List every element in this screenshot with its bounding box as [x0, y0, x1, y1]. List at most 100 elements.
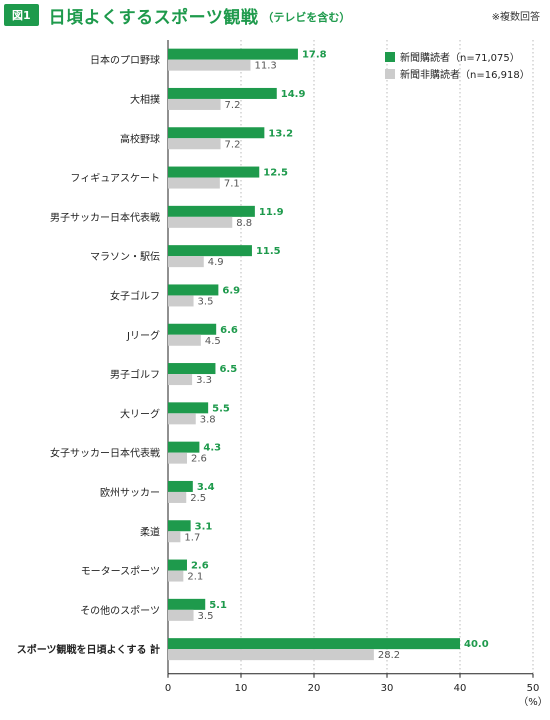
bar-sub — [168, 609, 194, 621]
x-tick-label-0: 0 — [165, 683, 171, 694]
bar-main — [168, 284, 219, 296]
x-tick-label-30: 30 — [381, 683, 394, 694]
data-label-main: 14.9 — [281, 89, 306, 100]
category-label: Jリーグ — [126, 329, 160, 342]
bar-main — [168, 402, 209, 414]
data-label-sub: 2.1 — [187, 572, 203, 583]
bar-main — [168, 87, 277, 99]
data-label-main: 2.6 — [191, 561, 209, 572]
bar-main — [168, 441, 200, 453]
data-label-sub: 4.9 — [208, 257, 224, 268]
bar-sub — [168, 59, 251, 71]
x-tick-label-50: 50 — [527, 683, 540, 694]
x-tick-label-20: 20 — [308, 683, 321, 694]
data-label-main: 13.2 — [268, 128, 293, 139]
data-label-main: 11.5 — [256, 246, 281, 257]
category-label: その他のスポーツ — [80, 604, 160, 617]
data-label-main: 11.9 — [259, 207, 284, 218]
category-label: 日本のプロ野球 — [90, 54, 160, 67]
chart-subtitle: （テレビを含む） — [262, 11, 351, 24]
data-label-sub: 1.7 — [184, 532, 200, 543]
legend-swatch-sub — [385, 68, 395, 79]
bar-main — [168, 598, 206, 610]
bar-sub — [168, 256, 204, 268]
data-label-sub: 3.5 — [198, 611, 214, 622]
category-label: 女子サッカー日本代表戦 — [50, 447, 160, 460]
bar-main — [168, 363, 216, 375]
x-tick-label-40: 40 — [454, 683, 467, 694]
chart-title: 日頃よくするスポーツ観戦 — [48, 7, 259, 28]
bar-main — [168, 638, 460, 650]
bar-sub — [168, 374, 193, 386]
data-label-sub: 2.6 — [191, 454, 207, 465]
data-label-sub: 3.8 — [200, 414, 216, 425]
data-label-main: 5.5 — [212, 403, 230, 414]
data-label-main: 5.1 — [209, 600, 227, 611]
category-label: フィギュアスケート — [70, 173, 160, 185]
data-label-sub: 11.3 — [254, 61, 276, 72]
figure-badge: 図1 — [4, 4, 39, 26]
legend-label-sub: 新聞非購読者（n=16,918） — [400, 70, 530, 81]
legend-item-main: 新聞購読者（n=71,075） — [385, 48, 530, 65]
bar-main — [168, 48, 298, 60]
bar-sub — [168, 570, 184, 582]
category-label: 女子ゴルフ — [110, 289, 160, 302]
bar-sub — [168, 452, 187, 464]
bar-sub — [168, 138, 221, 150]
multiple-answer-note: ※複数回答 — [491, 12, 540, 23]
data-label-sub: 3.5 — [198, 296, 214, 307]
legend-label-main: 新聞購読者（n=71,075） — [400, 53, 520, 64]
category-label: 大相撲 — [130, 93, 160, 106]
bar-sub — [168, 649, 374, 661]
legend-swatch-main — [385, 51, 395, 62]
data-label-sub: 28.2 — [378, 650, 400, 661]
bar-main — [168, 245, 252, 257]
data-label-main: 12.5 — [263, 168, 288, 179]
category-label: スポーツ観戦を日頃よくする 計 — [17, 643, 160, 656]
bar-main — [168, 127, 265, 139]
bar-sub — [168, 334, 201, 346]
bar-main — [168, 323, 217, 335]
data-label-sub: 7.2 — [225, 139, 241, 150]
category-label: 柔道 — [140, 525, 160, 538]
bar-main — [168, 520, 191, 532]
chart-header: 図1 日頃よくするスポーツ観戦 （テレビを含む） — [4, 4, 351, 28]
bar-sub — [168, 491, 187, 503]
data-label-sub: 2.5 — [190, 493, 206, 504]
bar-sub — [168, 216, 233, 228]
bar-sub — [168, 98, 221, 110]
bar-sub — [168, 177, 220, 189]
data-label-main: 40.0 — [464, 639, 489, 650]
data-label-main: 17.8 — [302, 50, 327, 61]
bar-sub — [168, 531, 181, 543]
data-label-main: 4.3 — [203, 443, 221, 454]
category-label: 男子ゴルフ — [110, 368, 160, 381]
bar-main — [168, 559, 187, 571]
data-label-sub: 4.5 — [205, 336, 221, 347]
data-label-main: 3.4 — [197, 482, 215, 493]
bar-main — [168, 205, 255, 217]
category-label: 欧州サッカー — [100, 487, 160, 499]
category-label: 男子サッカー日本代表戦 — [50, 211, 160, 224]
x-unit-label: （%） — [518, 696, 548, 708]
bar-main — [168, 480, 193, 492]
category-label: 高校野球 — [120, 132, 160, 145]
data-label-sub: 7.2 — [225, 100, 241, 111]
data-label-sub: 7.1 — [224, 179, 240, 190]
legend-item-sub: 新聞非購読者（n=16,918） — [385, 65, 530, 82]
data-label-sub: 8.8 — [236, 218, 252, 229]
category-label: モータースポーツ — [81, 566, 160, 578]
bar-sub — [168, 413, 196, 425]
bar-sub — [168, 295, 194, 307]
x-tick-label-10: 10 — [235, 683, 248, 694]
bar-main — [168, 166, 260, 178]
data-label-main: 3.1 — [195, 521, 213, 532]
legend: 新聞購読者（n=71,075） 新聞非購読者（n=16,918） — [385, 48, 530, 82]
category-label: 大リーグ — [120, 407, 160, 420]
data-label-sub: 3.3 — [196, 375, 212, 386]
category-label: マラソン・駅伝 — [90, 251, 160, 263]
data-label-main: 6.5 — [219, 364, 237, 375]
data-label-main: 6.6 — [220, 325, 238, 336]
data-label-main: 6.9 — [222, 285, 240, 296]
